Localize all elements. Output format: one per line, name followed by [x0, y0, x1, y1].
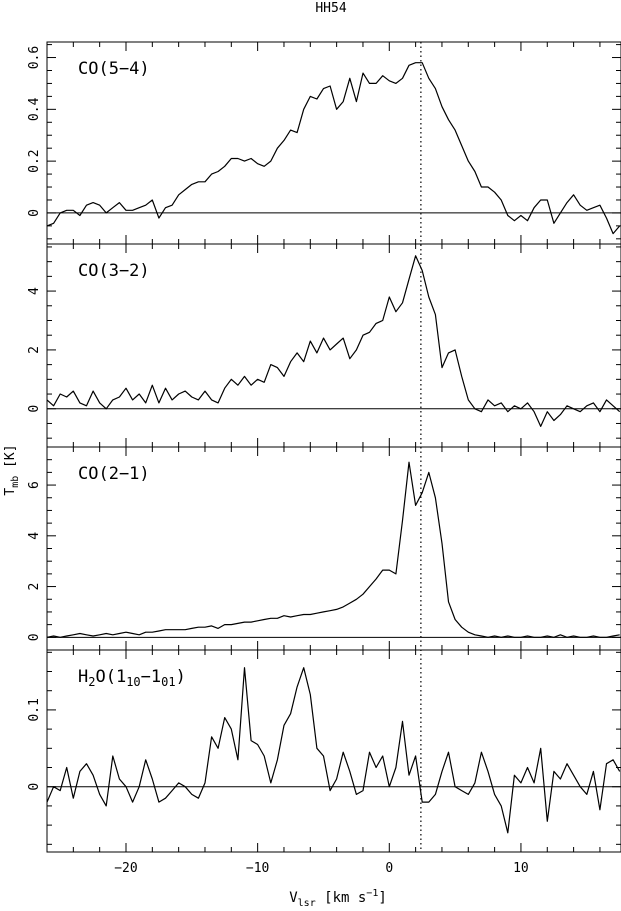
x-tick-label: −20	[114, 861, 137, 876]
figure-title: HH54	[315, 1, 346, 16]
x-tick-label: 10	[513, 861, 529, 876]
y-tick-label: 0	[27, 209, 42, 217]
spectrum-line	[46, 255, 621, 427]
y-tick-label: 0	[27, 405, 42, 413]
panel-0: 0 0.2 0.4 0.6 CO(5−4)	[27, 41, 621, 245]
y-tick-label: 0.4	[27, 97, 42, 121]
panel-frame	[46, 649, 621, 853]
panel-3: 0 0.1 H2O(110−101)	[27, 649, 621, 853]
x-tick-label: −10	[246, 861, 269, 876]
panel-1: 0 2 4 CO(3−2)	[27, 243, 621, 448]
line-label: CO(2−1)	[78, 464, 150, 484]
y-tick-label: 0	[27, 783, 42, 791]
y-tick-label: 2	[27, 346, 42, 354]
y-tick-label: 0.1	[27, 698, 42, 721]
spectrum-line	[46, 62, 621, 235]
y-tick-label: 4	[27, 287, 42, 295]
spectrum-line	[46, 667, 621, 834]
y-tick-label: 6	[27, 481, 42, 489]
spectrum-line	[46, 461, 620, 638]
y-axis-label: Tmb [K]	[3, 444, 21, 495]
y-tick-label: 2	[27, 583, 42, 591]
x-axis-tick-labels: −20 −10 0 10	[114, 861, 529, 876]
panel-2: 0 2 4 6 CO(2−1)	[27, 446, 621, 651]
y-tick-label: 0	[27, 633, 42, 641]
y-tick-label: 4	[27, 532, 42, 540]
x-tick-label: 0	[385, 861, 393, 876]
y-tick-label: 0.2	[27, 149, 42, 172]
line-label: H2O(110−101)	[78, 667, 186, 689]
y-tick-label: 0.6	[27, 46, 42, 69]
line-label: CO(3−2)	[78, 261, 150, 281]
x-axis-label: Vlsr [km s−1]	[289, 888, 387, 909]
line-label: CO(5−4)	[78, 59, 150, 79]
spectra-panels: 00.20.40.6 CO(5−4)024CO(3−2)0246CO(2−1)00…	[27, 41, 621, 853]
